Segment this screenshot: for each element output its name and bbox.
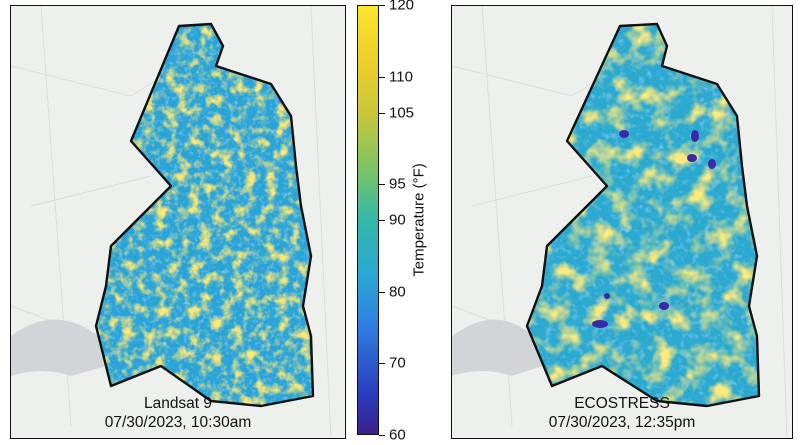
river	[11, 319, 116, 376]
temperature-colorbar: 60 70 80 90 95 105 110 120 Temperature (°F)	[355, 0, 445, 444]
colorbar-tick-label: 110	[389, 68, 413, 86]
landsat-caption: Landsat 9 07/30/2023, 10:30am	[11, 394, 345, 432]
caption-datetime: 07/30/2023, 12:35pm	[548, 414, 696, 431]
colorbar-tick-label: 95	[389, 175, 406, 193]
caption-sensor: Landsat 9	[143, 395, 213, 412]
colorbar-tick-label: 70	[389, 354, 406, 372]
colorbar-title: Temperature (°F)	[410, 163, 428, 277]
colorbar-tick	[379, 184, 385, 186]
colorbar-tick-label: 60	[389, 426, 406, 444]
colorbar-tick-label: 90	[389, 211, 406, 229]
colorbar-tick	[379, 220, 385, 221]
ward-boundary	[525, 22, 761, 408]
ecostress-map-panel: ECOSTRESS 07/30/2023, 12:35pm	[451, 5, 793, 439]
temperature-raster	[527, 24, 759, 406]
landsat-map-panel: Landsat 9 07/30/2023, 10:30am	[10, 5, 346, 439]
colorbar-tick	[379, 291, 385, 293]
colorbar-tick	[379, 5, 385, 6]
colorbar-gradient	[357, 5, 379, 435]
colorbar-tick	[379, 435, 385, 436]
ecostress-caption: ECOSTRESS 07/30/2023, 12:35pm	[452, 394, 792, 432]
colorbar-tick-label: 120	[389, 0, 415, 14]
colorbar-tick-label: 80	[389, 283, 406, 301]
colorbar-tick	[379, 112, 385, 114]
caption-sensor: ECOSTRESS	[574, 395, 670, 412]
ward-boundary	[94, 22, 315, 408]
colorbar-tick-label: 105	[389, 104, 415, 121]
ecostress-map	[452, 6, 788, 438]
temperature-raster	[96, 24, 313, 406]
caption-datetime: 07/30/2023, 10:30am	[104, 414, 252, 431]
colorbar-tick	[379, 363, 385, 365]
landsat-map	[11, 6, 332, 438]
colorbar-tick	[379, 76, 385, 78]
river	[452, 319, 550, 376]
